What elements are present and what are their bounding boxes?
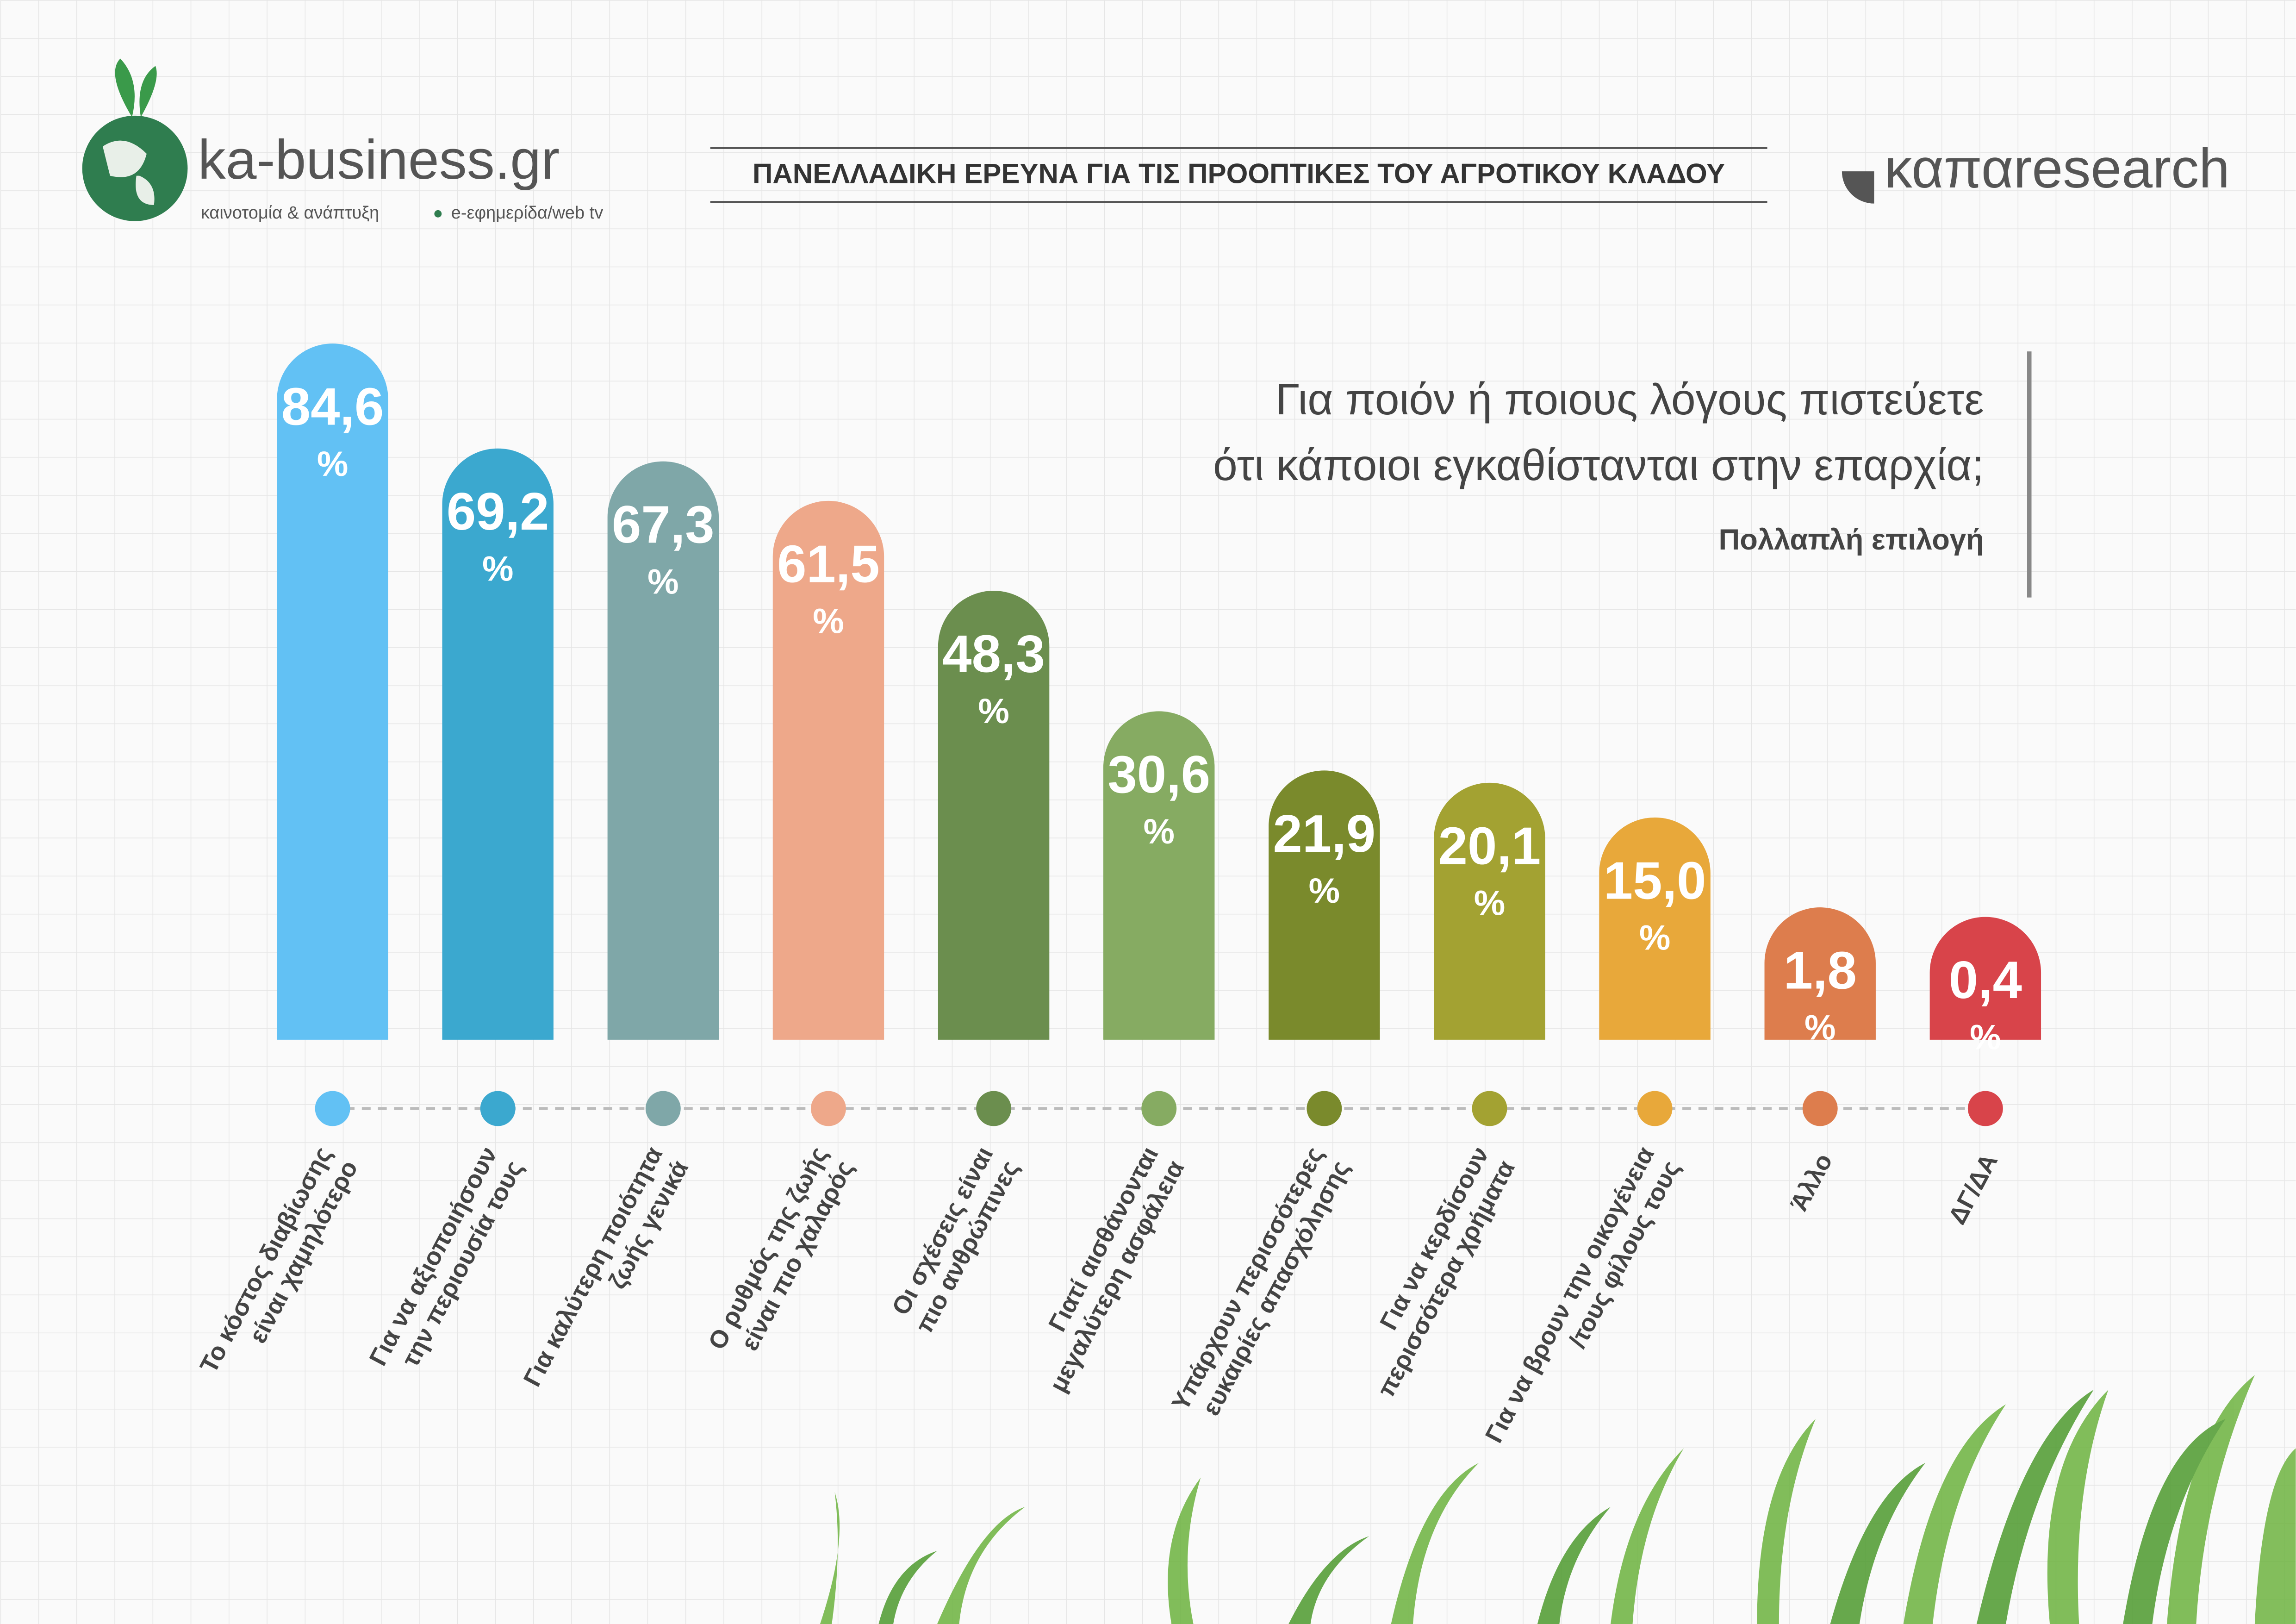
value-label: 1,8% <box>1784 942 1857 1048</box>
legend-dot <box>1307 1091 1342 1126</box>
legend-dot <box>645 1091 681 1126</box>
legend-dot <box>811 1091 846 1126</box>
bar <box>1103 711 1215 1040</box>
value-label: 20,1% <box>1438 817 1541 923</box>
chart-subtitle: Πολλαπλή επιλογή <box>1719 524 1984 556</box>
value-label: 48,3% <box>942 625 1045 731</box>
bar <box>442 448 554 1040</box>
value-label: 84,6% <box>281 378 384 484</box>
bar <box>1764 907 1876 1040</box>
value-label: 67,3% <box>612 495 715 601</box>
bar <box>607 461 719 1040</box>
bar <box>772 500 884 1040</box>
value-label: 30,6% <box>1108 745 1210 851</box>
chart-title: Για ποιόν ή ποιους λόγους πιστεύετε ότι κ… <box>1213 375 1984 490</box>
bar <box>277 344 388 1040</box>
bar <box>1599 817 1711 1040</box>
logo-left: ka-business.gr <box>198 129 560 191</box>
dot <box>434 210 442 218</box>
value-label: 15,0% <box>1604 851 1706 957</box>
legend-dot <box>1637 1091 1673 1126</box>
value-label: 0,4% <box>1949 951 2022 1057</box>
bar <box>938 591 1050 1040</box>
legend-dot <box>480 1091 516 1126</box>
legend-dot <box>1802 1091 1838 1126</box>
bar <box>1434 782 1545 1040</box>
survey-title: ΠΑΝΕΛΛΑΔΙΚΗ ΕΡΕΥΝΑ ΓΙΑ ΤΙΣ ΠΡΟΟΠΤΙΚΕΣ ΤΟ… <box>753 158 1725 189</box>
value-label: 69,2% <box>447 482 549 588</box>
logo-right: καπαresearch <box>1885 137 2230 200</box>
bar <box>1929 917 2041 1040</box>
legend-dot <box>1141 1091 1177 1126</box>
legend-dot <box>1472 1091 1507 1126</box>
tagline-right: e-εφημερίδα/web tv <box>451 203 603 223</box>
grass <box>820 1375 2296 1624</box>
legend-dot <box>976 1091 1012 1126</box>
bar <box>1269 770 1380 1040</box>
legend-dot <box>1967 1091 2003 1126</box>
logo-globe <box>82 58 188 221</box>
value-label: 61,5% <box>777 535 880 641</box>
legend-dot <box>315 1091 350 1126</box>
logo-right-icon <box>1842 139 1874 204</box>
tagline-left: καινοτομία & ανάπτυξη <box>201 203 379 223</box>
value-label: 21,9% <box>1273 805 1376 911</box>
